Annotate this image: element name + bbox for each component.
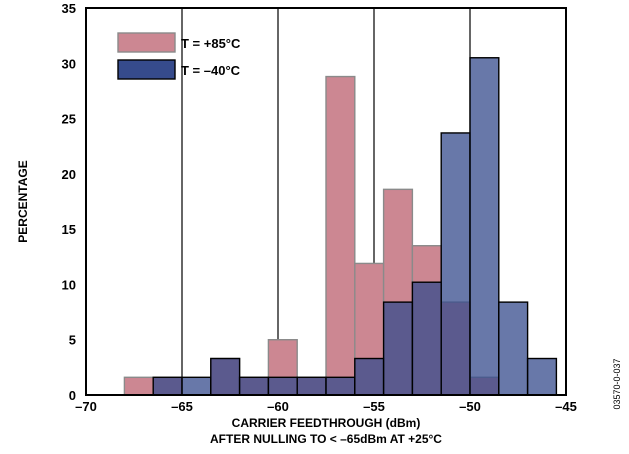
y-tick-label: 5 [69,333,76,348]
x-axis-label-line2: AFTER NULLING TO < –65dBm AT +25°C [210,432,442,446]
y-tick-label: 25 [62,112,76,127]
bar-minus40c [440,132,471,396]
y-tick-label: 30 [62,56,76,71]
bar-minus40c [325,376,356,396]
bar-minus40c [181,376,212,396]
x-axis-label: CARRIER FEEDTHROUGH (dBm) [232,416,421,430]
y-tick-label: 15 [62,222,76,237]
bar-85c [325,75,356,396]
bar-minus40c [411,281,442,396]
x-tick-label: –65 [171,399,193,414]
y-tick-label: 10 [62,277,76,292]
y-tick-label: 20 [62,167,76,182]
x-tick-label: –60 [267,399,289,414]
y-tick-labels: 0 5 10 15 20 25 30 35 [62,1,76,403]
x-tick-label: –70 [75,399,97,414]
bar-minus40c [498,301,529,396]
bar-minus40c [354,357,385,396]
x-tick-label: –55 [363,399,385,414]
legend-label-minus40c: T = –40°C [181,63,241,78]
bar-minus40c [469,57,500,396]
x-tick-label: –45 [555,399,577,414]
bars [123,57,558,396]
legend: T = +85°C T = –40°C [117,32,241,80]
figure-code: 03570-0-037 [612,358,622,409]
bar-minus40c [210,357,241,396]
bar-minus40c [238,376,270,396]
y-tick-label: 35 [62,1,76,16]
plot-frame [85,7,567,396]
x-tick-labels: –70 –65 –60 –55 –50 –45 [75,399,577,414]
x-tick-label: –50 [459,399,481,414]
bar-minus40c [152,376,183,396]
bar-minus40c [526,357,558,396]
y-axis-label: PERCENTAGE [16,160,30,242]
legend-label-85c: T = +85°C [181,36,241,51]
bar-85c [123,376,154,396]
y-tick-label: 0 [69,388,76,403]
legend-swatch-minus40c [117,59,176,80]
bar-minus40c [267,376,298,396]
bar-minus40c [296,376,327,396]
legend-swatch-85c [117,32,176,53]
bar-minus40c [382,301,414,396]
